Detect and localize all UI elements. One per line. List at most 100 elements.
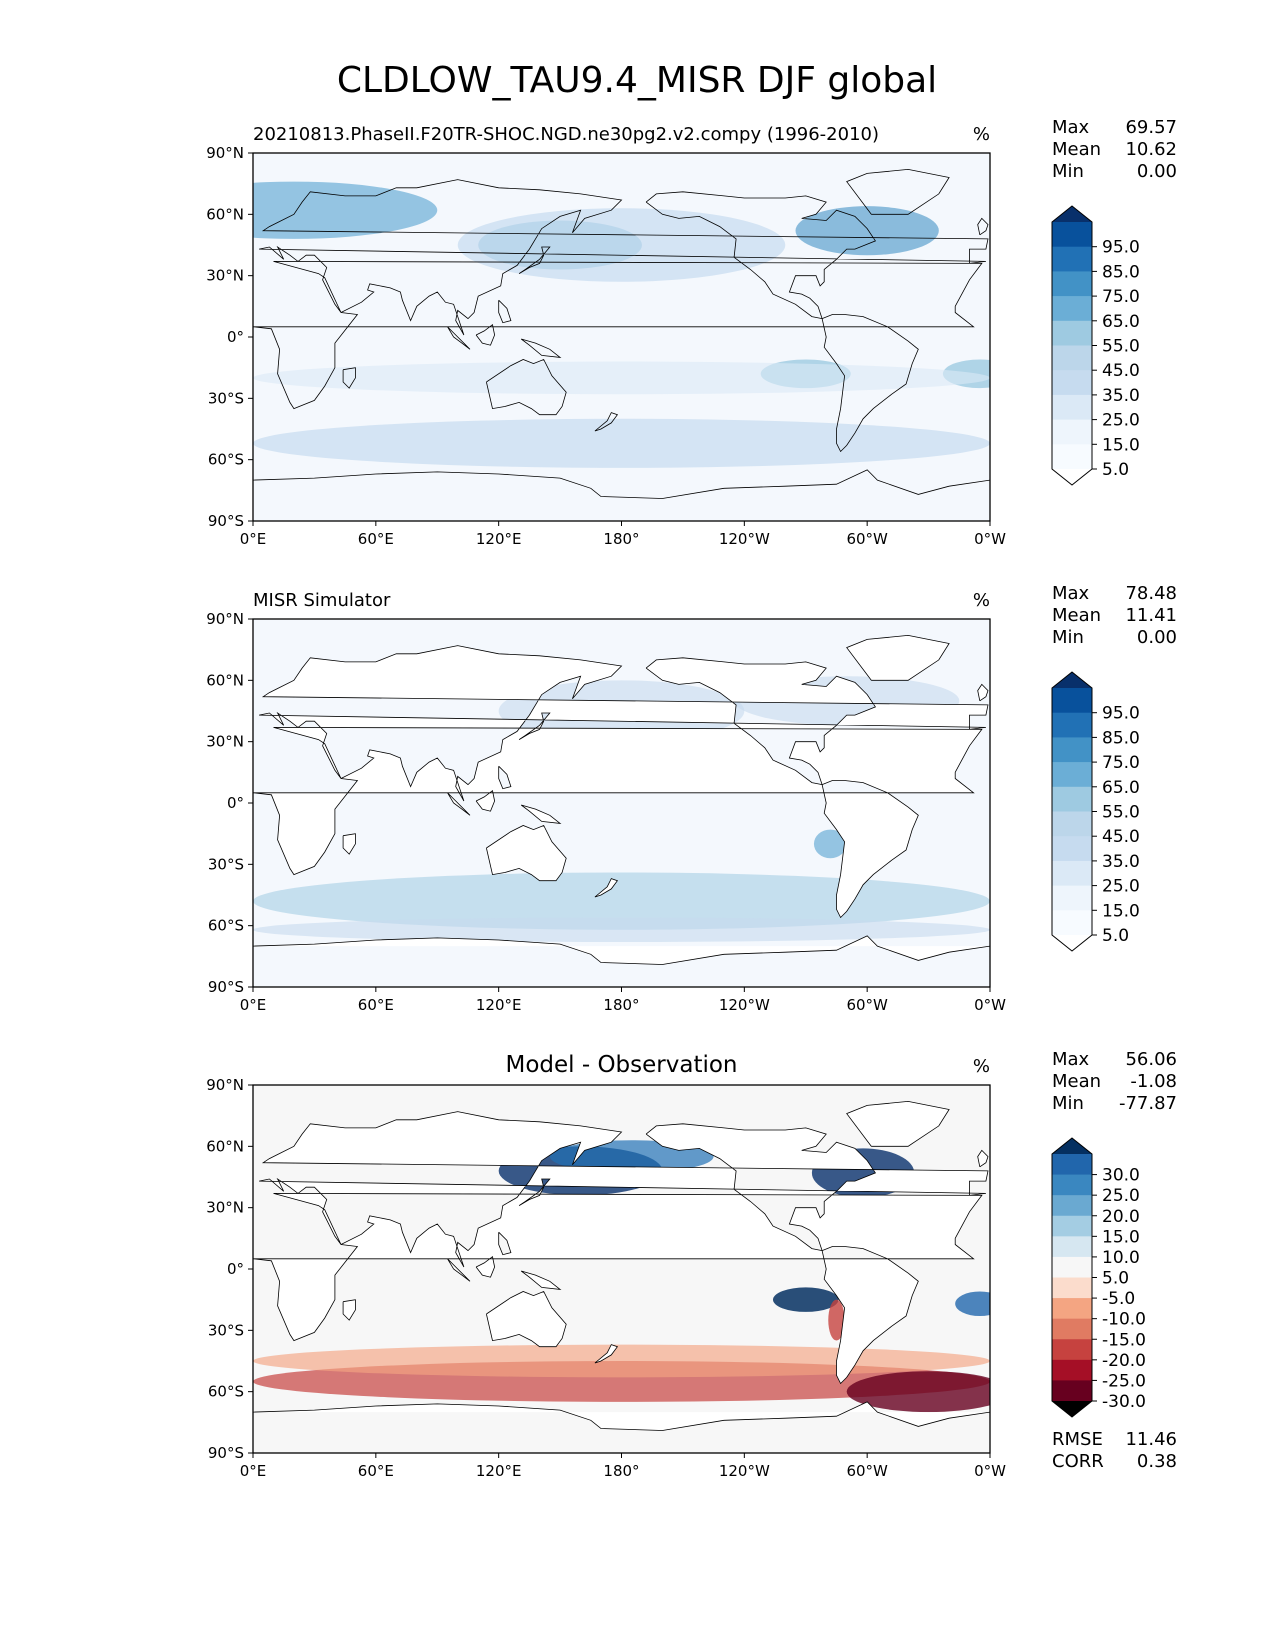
colorbar-tick-label: 10.0 bbox=[1102, 1248, 1140, 1268]
colorbar-segment bbox=[1052, 222, 1092, 248]
stat-label: Min bbox=[1052, 627, 1084, 648]
colorbar-extend-bottom bbox=[1052, 935, 1092, 951]
colorbar-segment bbox=[1052, 345, 1092, 371]
lon-tick-label: 0°W bbox=[974, 996, 1006, 1014]
stat-label: Max bbox=[1052, 1049, 1090, 1070]
colorbar-tick-label: 20.0 bbox=[1102, 1207, 1140, 1227]
stat-label: Max bbox=[1052, 583, 1090, 604]
colorbar-tick-label: 15.0 bbox=[1102, 901, 1140, 921]
colorbar-tick-label: 5.0 bbox=[1102, 1269, 1129, 1289]
lat-tick-label: 30°S bbox=[208, 855, 244, 873]
colorbar-segment bbox=[1052, 271, 1092, 297]
contour-field bbox=[253, 181, 990, 468]
units-label: % bbox=[973, 124, 990, 145]
colorbar-segment bbox=[1052, 786, 1092, 812]
lon-tick-label: 120°E bbox=[476, 530, 522, 548]
colorbar-segment bbox=[1052, 1236, 1092, 1258]
coastlines bbox=[253, 634, 990, 965]
lat-tick-label: 60°S bbox=[208, 1383, 244, 1401]
colorbar-segment bbox=[1052, 1154, 1092, 1176]
colorbar-segment bbox=[1052, 296, 1092, 322]
contour-region bbox=[795, 206, 939, 256]
panels: 90°N 60°N 30°N 0° 30°S 60°S 90°S 0°E 60°E 120°E 18… bbox=[206, 117, 1177, 1480]
lat-tick-label: 30°S bbox=[208, 389, 244, 407]
lat-tick-label: 60°N bbox=[206, 1137, 244, 1155]
lon-tick-label: 0°E bbox=[240, 530, 267, 548]
colorbar-extend-top bbox=[1052, 206, 1092, 222]
lat-tick-label: 0° bbox=[227, 794, 244, 812]
colorbar-tick-label: 5.0 bbox=[1102, 926, 1129, 946]
contour-region bbox=[813, 829, 847, 859]
stat-value: 0.00 bbox=[1137, 161, 1177, 182]
stat-value: 11.41 bbox=[1125, 605, 1177, 626]
colorbar-tick-label: 75.0 bbox=[1102, 287, 1140, 307]
colorbar-segment bbox=[1052, 860, 1092, 887]
colorbar-tick-label: 45.0 bbox=[1102, 827, 1140, 847]
colorbar-segment bbox=[1052, 246, 1092, 272]
contour-region bbox=[253, 361, 990, 395]
lat-tick-label: 90°N bbox=[206, 610, 244, 628]
colorbar-tick-label: -15.0 bbox=[1102, 1330, 1146, 1350]
stat-label: Mean bbox=[1052, 605, 1101, 626]
panel-title: MISR Simulator bbox=[253, 590, 391, 611]
lon-tick-label: 120°W bbox=[719, 530, 770, 548]
colorbar-segment bbox=[1052, 1215, 1092, 1237]
stat-label: Min bbox=[1052, 161, 1084, 182]
colorbar-tick-label: 15.0 bbox=[1102, 435, 1140, 455]
colorbar-tick-label: 30.0 bbox=[1102, 1166, 1140, 1186]
metric-label: CORR bbox=[1052, 1451, 1104, 1472]
lat-tick-label: 60°S bbox=[208, 451, 244, 469]
lon-tick-label: 180° bbox=[603, 996, 639, 1014]
figure-title: CLDLOW_TAU9.4_MISR DJF global bbox=[337, 60, 937, 101]
stat-value: 0.00 bbox=[1137, 627, 1177, 648]
lat-tick-label: 60°N bbox=[206, 205, 244, 223]
colorbar-segment bbox=[1052, 1277, 1092, 1299]
lon-tick-label: 0°W bbox=[974, 530, 1006, 548]
lat-tick-label: 90°S bbox=[208, 1444, 244, 1462]
colorbar-tick-label: -25.0 bbox=[1102, 1371, 1146, 1391]
colorbar-tick-label: -5.0 bbox=[1102, 1289, 1135, 1309]
colorbar-segment bbox=[1052, 419, 1092, 445]
lat-tick-label: 90°N bbox=[206, 1076, 244, 1094]
contour-region bbox=[253, 1344, 990, 1378]
contour-region bbox=[253, 418, 990, 468]
lon-tick-label: 60°E bbox=[358, 1462, 394, 1480]
colorbar-tick-label: 65.0 bbox=[1102, 778, 1140, 798]
colorbar-segment bbox=[1052, 394, 1092, 421]
colorbar-extend-bottom bbox=[1052, 1401, 1092, 1417]
lat-tick-label: 90°N bbox=[206, 144, 244, 162]
colorbar-segment bbox=[1052, 910, 1092, 935]
colorbar: 95.0 85.0 75.0 65.0 55.0 45.0 35.0 25.0 15.0 5.0 bbox=[1051, 671, 1140, 952]
metric-value: 11.46 bbox=[1125, 1429, 1177, 1450]
lon-tick-label: 0°E bbox=[240, 996, 267, 1014]
lon-tick-label: 120°E bbox=[476, 1462, 522, 1480]
colorbar-segment bbox=[1052, 1298, 1092, 1320]
lon-tick-label: 60°W bbox=[846, 530, 888, 548]
colorbar-tick-label: 55.0 bbox=[1102, 337, 1140, 357]
lon-tick-label: 180° bbox=[603, 1462, 639, 1480]
colorbar-tick-label: 55.0 bbox=[1102, 803, 1140, 823]
colorbar-tick-label: 15.0 bbox=[1102, 1227, 1140, 1247]
colorbar: 95.0 85.0 75.0 65.0 55.0 45.0 35.0 25.0 15.0 5.0 bbox=[1051, 205, 1140, 486]
lat-tick-label: 60°N bbox=[206, 671, 244, 689]
colorbar-tick-label: 95.0 bbox=[1102, 238, 1140, 258]
colorbar-segment bbox=[1052, 836, 1092, 862]
metric-value: 0.38 bbox=[1137, 1451, 1177, 1472]
colorbar-tick-label: 85.0 bbox=[1102, 262, 1140, 282]
coastlines bbox=[253, 1100, 990, 1431]
stat-label: Mean bbox=[1052, 1071, 1101, 1092]
stat-label: Min bbox=[1052, 1093, 1084, 1114]
colorbar-segment bbox=[1052, 1339, 1092, 1361]
stat-value: 78.48 bbox=[1125, 583, 1177, 604]
panel-title: 20210813.PhaseII.F20TR-SHOC.NGD.ne30pg2.… bbox=[253, 124, 879, 145]
colorbar-segment bbox=[1052, 811, 1092, 837]
lat-tick-label: 0° bbox=[227, 328, 244, 346]
coastlines bbox=[253, 168, 990, 499]
panel-obs: 90°N 60°N 30°N 0° 30°S 60°S 90°S0°E 60°E 120°E 18… bbox=[206, 583, 1177, 1014]
panel-diff: 90°N 60°N 30°N 0° 30°S 60°S 90°S0°E 60°E 120°E 18… bbox=[206, 1049, 1177, 1480]
lat-tick-label: 30°N bbox=[206, 733, 244, 751]
colorbar-tick-label: -10.0 bbox=[1102, 1310, 1146, 1330]
colorbar: 30.025.020.015.010.05.0-5.0-10.0-15.0-20… bbox=[1051, 1137, 1146, 1418]
colorbar-extend-bottom bbox=[1052, 469, 1092, 485]
